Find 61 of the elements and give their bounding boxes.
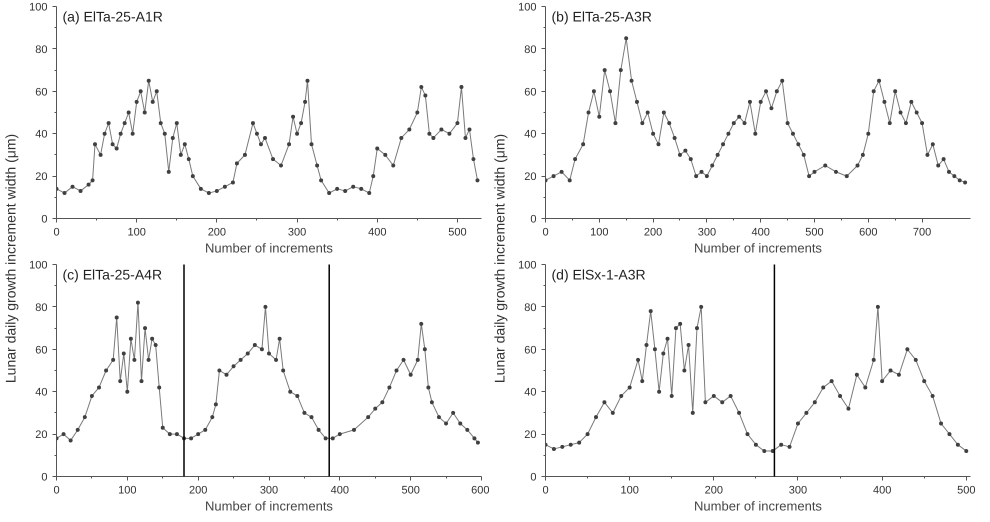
x-tick-label: 0 xyxy=(53,484,60,496)
x-tick-label: 200 xyxy=(188,484,208,496)
x-axis-title: Number of increments xyxy=(205,240,334,256)
y-tick-label: 80 xyxy=(524,302,537,314)
y-tick-label: 80 xyxy=(35,302,48,314)
chart-title: (d) ElSx-1-A3R xyxy=(552,266,646,282)
x-tick-label: 0 xyxy=(542,484,549,496)
y-tick-label: 100 xyxy=(29,260,48,272)
x-tick-label: 500 xyxy=(805,226,824,238)
chart-title: (b) ElTa-25-A3R xyxy=(552,8,652,24)
x-tick-label: 300 xyxy=(260,484,278,496)
x-tick-label: 100 xyxy=(128,226,146,238)
x-tick-label: 100 xyxy=(590,226,608,238)
y-tick-label: 20 xyxy=(524,171,537,184)
x-tick-label: 0 xyxy=(53,226,60,238)
x-tick-label: 100 xyxy=(620,484,639,496)
y-tick-label: 40 xyxy=(35,386,48,399)
x-tick-label: 400 xyxy=(368,226,386,238)
y-tick-label: 80 xyxy=(524,44,537,56)
x-tick-label: 600 xyxy=(859,226,878,238)
y-tick-label: 60 xyxy=(35,344,48,356)
y-tick-label: 80 xyxy=(35,44,48,56)
y-tick-label: 60 xyxy=(35,86,48,98)
y-tick-label: 0 xyxy=(530,472,537,484)
x-tick-label: 200 xyxy=(208,226,226,238)
y-axis-title: Lunar daily growth increment width (μm) xyxy=(492,134,508,384)
x-tick-label: 600 xyxy=(471,484,490,496)
y-tick-label: 0 xyxy=(41,214,48,226)
chart-title: (a) ElTa-25-A1R xyxy=(62,8,163,24)
chart-title: (c) ElTa-25-A4R xyxy=(62,266,162,282)
x-tick-label: 300 xyxy=(288,226,306,238)
y-tick-label: 100 xyxy=(518,260,537,272)
x-axis-title: Number of increments xyxy=(205,498,334,514)
y-tick-label: 60 xyxy=(524,86,537,98)
y-tick-label: 40 xyxy=(35,128,48,141)
x-tick-label: 300 xyxy=(788,484,808,496)
x-tick-label: 100 xyxy=(118,484,137,496)
x-tick-label: 400 xyxy=(872,484,892,496)
x-axis-title: Number of increments xyxy=(694,240,822,256)
y-tick-label: 40 xyxy=(524,128,537,141)
x-tick-label: 400 xyxy=(330,484,350,496)
x-tick-label: 500 xyxy=(957,484,976,496)
y-tick-label: 100 xyxy=(29,2,48,14)
y-tick-label: 20 xyxy=(35,429,48,442)
y-axis-title: Lunar daily growth increment width (μm) xyxy=(2,134,18,384)
x-tick-label: 200 xyxy=(704,484,723,496)
x-tick-label: 700 xyxy=(912,226,932,238)
y-tick-label: 40 xyxy=(524,386,537,399)
x-axis-title: Number of increments xyxy=(694,498,822,514)
y-tick-label: 100 xyxy=(518,2,537,14)
x-tick-label: 500 xyxy=(448,226,467,238)
y-tick-label: 0 xyxy=(530,214,537,226)
x-tick-label: 500 xyxy=(401,484,420,496)
x-tick-label: 200 xyxy=(644,226,662,238)
y-tick-label: 20 xyxy=(35,171,48,184)
y-tick-label: 0 xyxy=(41,472,48,484)
x-tick-label: 300 xyxy=(698,226,716,238)
x-tick-label: 0 xyxy=(542,226,549,238)
x-tick-label: 400 xyxy=(752,226,770,238)
y-tick-label: 20 xyxy=(524,429,537,442)
y-tick-label: 60 xyxy=(524,344,537,356)
